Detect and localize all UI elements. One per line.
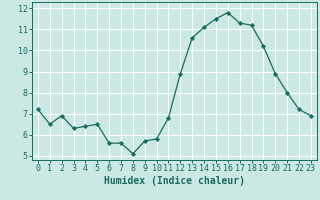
X-axis label: Humidex (Indice chaleur): Humidex (Indice chaleur): [104, 176, 245, 186]
